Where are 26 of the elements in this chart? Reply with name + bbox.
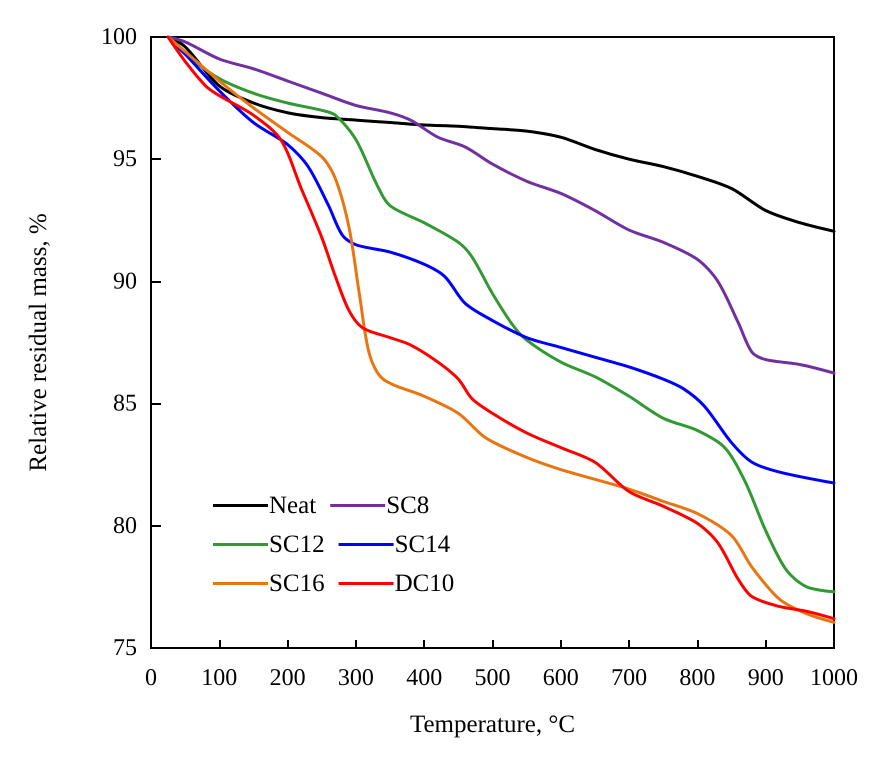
y-tick-label: 95 (113, 146, 137, 172)
legend-label: SC12 (269, 531, 325, 558)
x-tick-label: 800 (679, 665, 716, 691)
y-tick-label: 100 (101, 24, 137, 50)
x-tick-label: 500 (474, 665, 510, 691)
x-tick-label: 0 (145, 665, 157, 691)
y-tick-label: 80 (113, 512, 137, 539)
line-series (166, 36, 836, 375)
x-axis-title: Temperature, °C (410, 711, 576, 738)
legend-label: SC8 (386, 492, 430, 519)
y-tick-label: 75 (113, 635, 137, 661)
x-tick-label: 1000 (810, 665, 858, 691)
x-tick-label: 700 (611, 665, 648, 691)
x-tick-label: 300 (338, 665, 374, 691)
x-tick-label: 100 (201, 665, 238, 691)
legend-label: DC10 (394, 570, 454, 597)
y-axis-title: Relative residual mass, % (25, 213, 52, 472)
y-tick-label: 85 (113, 390, 137, 417)
x-tick-label: 400 (406, 665, 442, 691)
legend-label: SC14 (394, 531, 451, 558)
x-tick-label: 600 (542, 665, 579, 691)
x-tick-label: 900 (748, 665, 784, 691)
y-tick-label: 90 (113, 268, 137, 294)
legend-label: SC16 (269, 570, 325, 597)
x-tick-label: 200 (270, 665, 306, 691)
legend-label: Neat (269, 492, 316, 519)
